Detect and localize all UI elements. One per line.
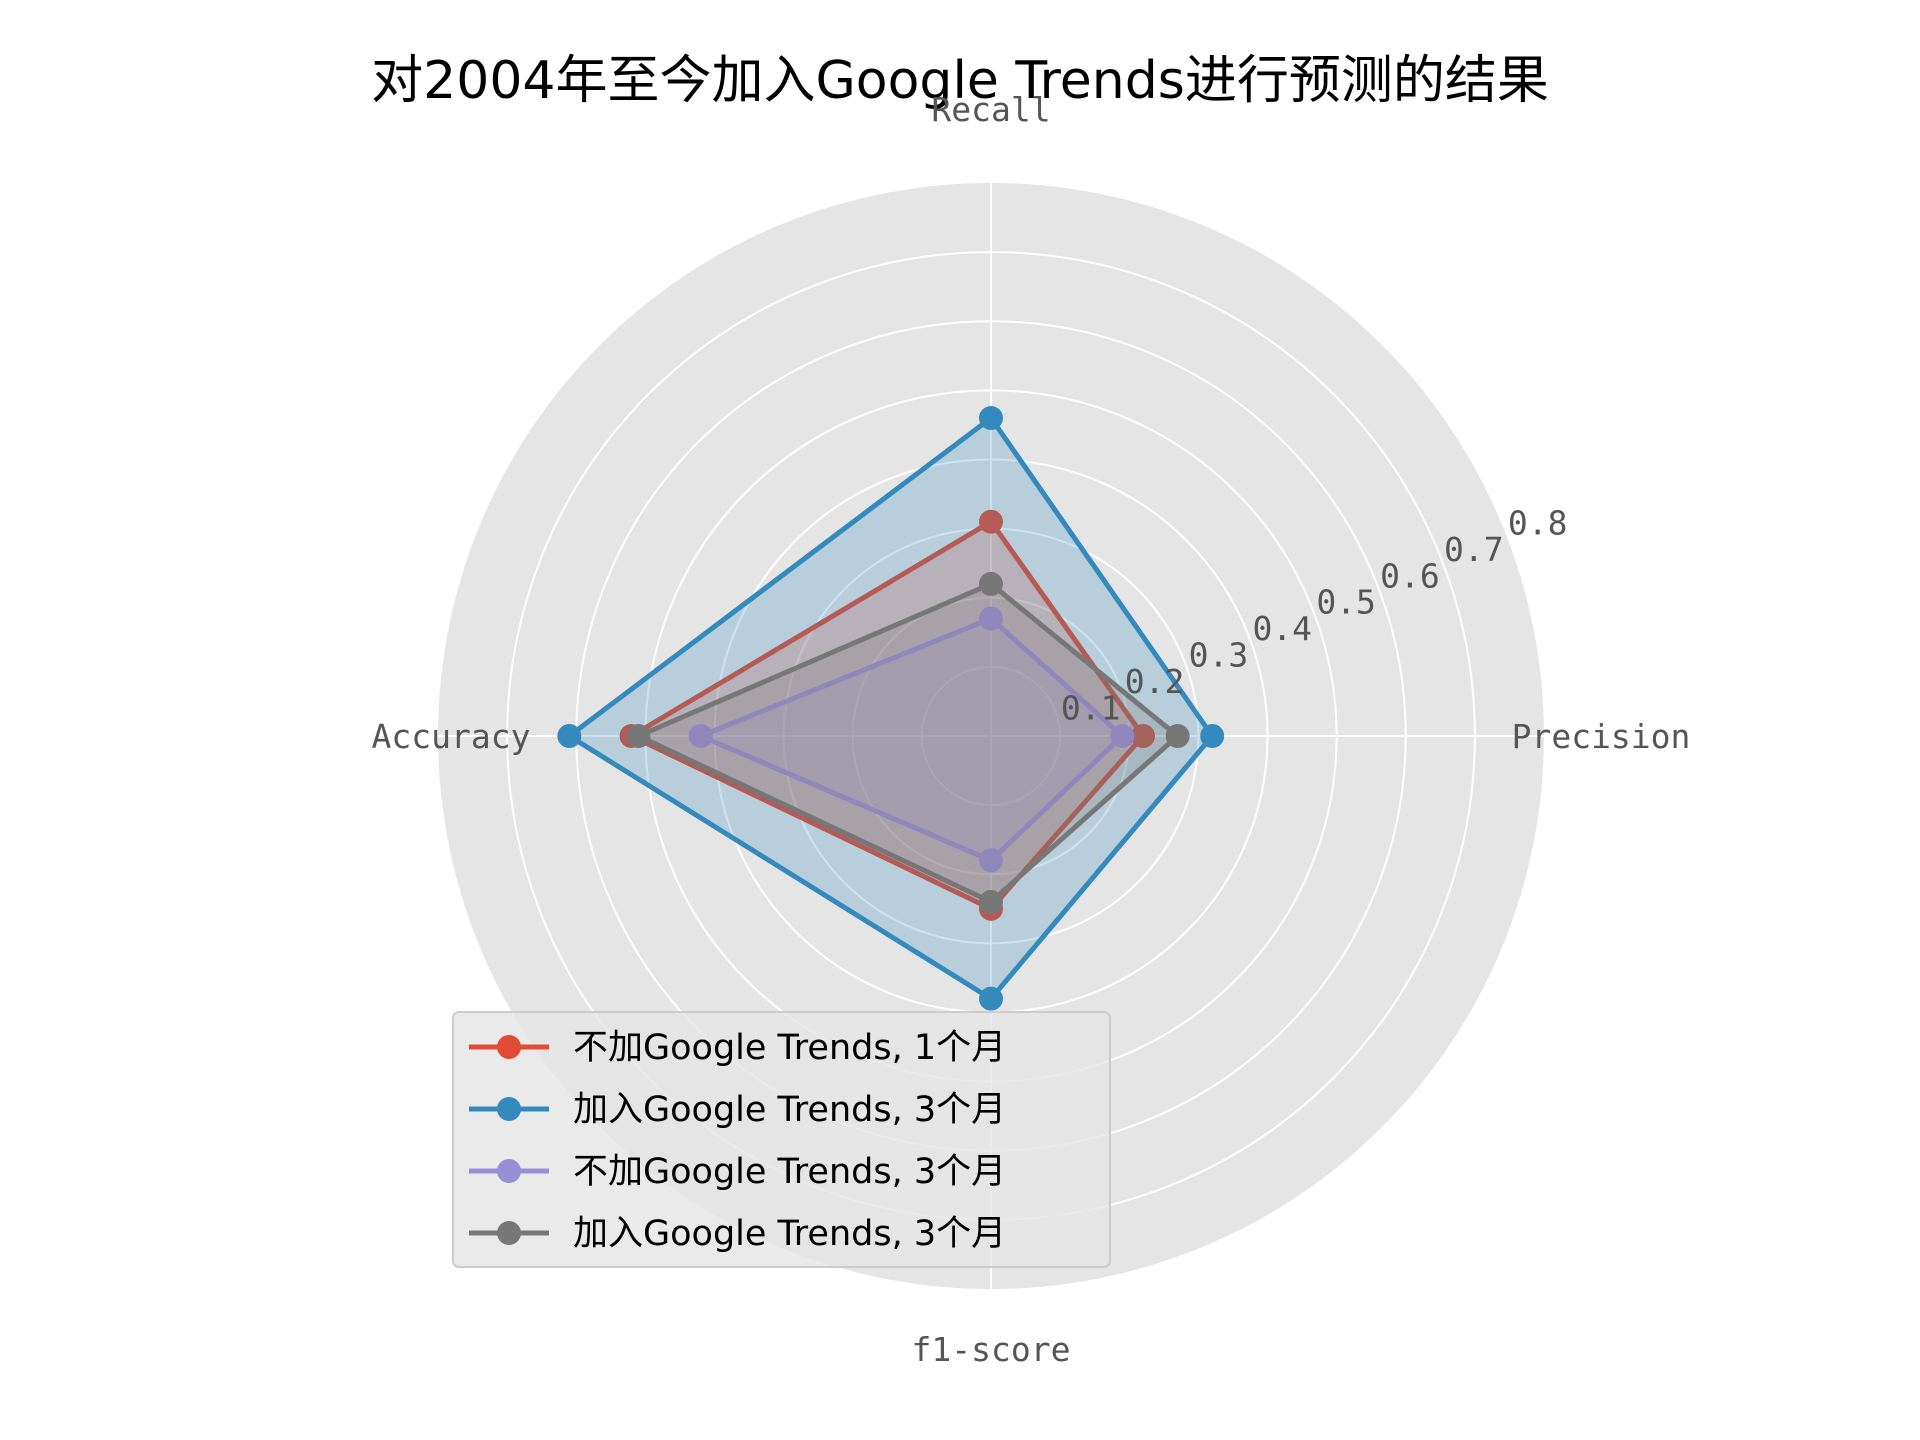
legend-entry-2: 不加Google Trends, 3个月 bbox=[469, 1152, 1006, 1192]
series-fill-0 bbox=[631, 521, 1144, 909]
radial-tick-label-2: 0.3 bbox=[1189, 636, 1249, 675]
radial-tick-label-4: 0.5 bbox=[1316, 583, 1376, 622]
legend-entry-0: 不加Google Trends, 1个月 bbox=[469, 1028, 1006, 1068]
legend-marker-2 bbox=[497, 1159, 521, 1183]
series-3-point-accuracy bbox=[626, 724, 651, 748]
legend-box bbox=[452, 1011, 1111, 1268]
radial-tick-label-5: 0.6 bbox=[1380, 556, 1440, 595]
series-2-point-precision bbox=[1110, 724, 1135, 748]
radial-tick-label-0: 0.1 bbox=[1061, 689, 1121, 728]
legend-marker-1 bbox=[497, 1097, 521, 1121]
chart-title: 对2004年至今加入Google Trends进行预测的结果 bbox=[371, 51, 1549, 111]
series-2-point-f1-score bbox=[979, 848, 1003, 873]
legend-label-3: 加入Google Trends, 3个月 bbox=[573, 1214, 1006, 1254]
legend-entry-3: 加入Google Trends, 3个月 bbox=[469, 1214, 1006, 1254]
radial-tick-label-1: 0.2 bbox=[1125, 662, 1185, 701]
series-1-point-precision bbox=[1200, 724, 1225, 748]
radial-tick-labels: 0.10.20.30.40.50.60.70.8 bbox=[1061, 503, 1568, 727]
series-fill-1 bbox=[569, 418, 1213, 999]
series-2-point-recall bbox=[979, 606, 1003, 631]
axis-labels: Precision Recall Accuracy f1-score bbox=[372, 90, 1691, 1369]
series-3-point-recall bbox=[979, 571, 1003, 596]
radial-tick-label-6: 0.7 bbox=[1444, 530, 1504, 569]
axis-label-accuracy: Accuracy bbox=[372, 717, 531, 756]
series-1 bbox=[557, 406, 1225, 1011]
legend-label-2: 不加Google Trends, 3个月 bbox=[573, 1152, 1006, 1192]
legend-entry-1: 加入Google Trends, 3个月 bbox=[469, 1090, 1006, 1130]
series-1-point-f1-score bbox=[979, 986, 1003, 1011]
series-1-point-accuracy bbox=[557, 724, 582, 748]
legend-marker-3 bbox=[497, 1221, 521, 1245]
axis-label-precision: Precision bbox=[1512, 717, 1691, 756]
series-fill-3 bbox=[638, 583, 1178, 902]
series-0-point-recall bbox=[979, 509, 1003, 534]
radial-tick-label-3: 0.4 bbox=[1252, 609, 1312, 648]
legend-label-1: 加入Google Trends, 3个月 bbox=[573, 1090, 1006, 1130]
series-0-point-precision bbox=[1131, 724, 1156, 748]
series-layer bbox=[557, 406, 1225, 1011]
axis-label-f1-score: f1-score bbox=[912, 1330, 1071, 1369]
series-3 bbox=[626, 571, 1190, 914]
radial-tick-label-7: 0.8 bbox=[1508, 503, 1568, 542]
series-fill-2 bbox=[700, 618, 1123, 861]
axis-label-recall: Recall bbox=[931, 90, 1050, 129]
legend-label-0: 不加Google Trends, 1个月 bbox=[573, 1028, 1006, 1068]
series-1-point-recall bbox=[979, 406, 1003, 431]
series-3-point-precision bbox=[1165, 724, 1190, 748]
legend-marker-0 bbox=[497, 1035, 521, 1059]
series-3-point-f1-score bbox=[979, 889, 1003, 914]
series-2-point-accuracy bbox=[688, 724, 713, 748]
series-2 bbox=[688, 606, 1135, 873]
